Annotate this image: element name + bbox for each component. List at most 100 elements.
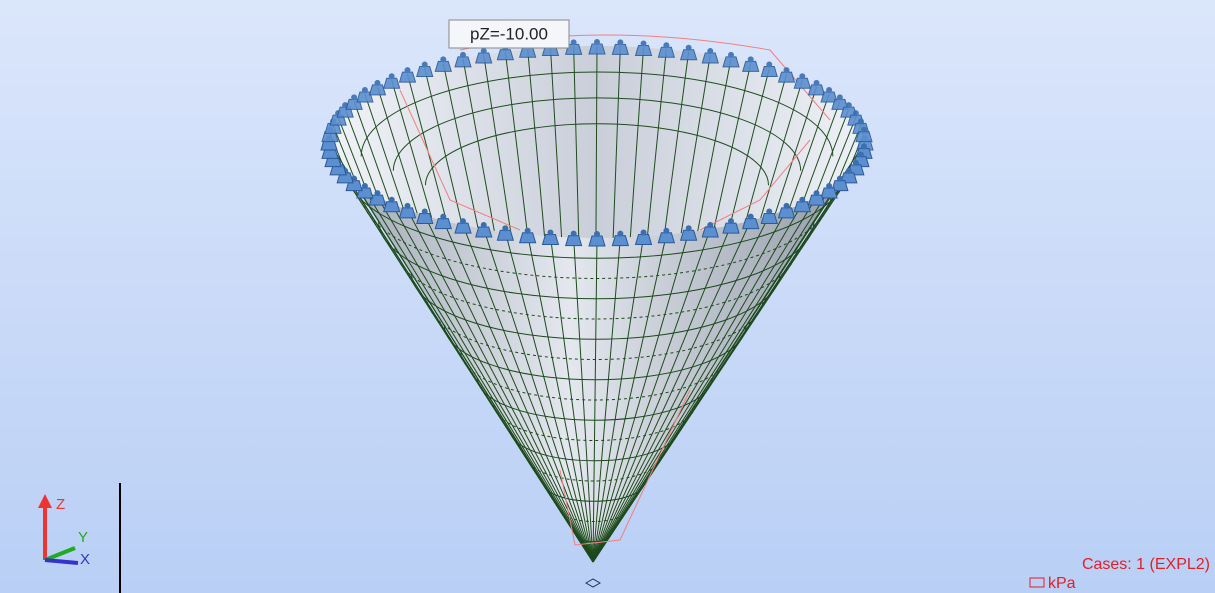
support-node: [686, 225, 692, 231]
support-node: [686, 45, 692, 51]
support-base: [542, 235, 558, 245]
support: [743, 56, 759, 71]
support-base: [779, 208, 795, 218]
support-node: [571, 39, 577, 45]
support: [455, 52, 471, 67]
support-base: [476, 53, 492, 63]
support-base: [417, 66, 433, 76]
support-base: [520, 233, 536, 243]
support: [702, 48, 718, 63]
support-node: [663, 42, 669, 48]
support-node: [846, 168, 852, 174]
support-base: [723, 223, 739, 233]
support-base: [794, 202, 810, 212]
support: [809, 80, 825, 95]
support-node: [814, 80, 820, 86]
support-base: [399, 72, 415, 82]
support-node: [861, 143, 867, 149]
support-base: [856, 132, 872, 142]
support-node: [481, 222, 487, 228]
support-base: [435, 61, 451, 71]
support-base: [743, 61, 759, 71]
support-node: [728, 52, 734, 58]
support-node: [641, 40, 647, 46]
support-base: [723, 57, 739, 67]
support: [399, 67, 415, 82]
support-base: [636, 45, 652, 55]
support-base: [384, 78, 400, 88]
support-base: [399, 208, 415, 218]
axis-triad: Z Y X: [38, 494, 90, 568]
support-node: [404, 67, 410, 73]
support-base: [658, 47, 674, 57]
support-node: [594, 231, 600, 237]
support-node: [389, 197, 395, 203]
support-base: [369, 85, 385, 95]
load-value: pZ=-10.00: [470, 24, 548, 43]
support: [794, 73, 810, 88]
support-node: [784, 203, 790, 209]
support: [369, 80, 385, 95]
support-node: [362, 183, 368, 189]
support-node: [389, 73, 395, 79]
support-base: [761, 214, 777, 224]
y-label: Y: [78, 529, 88, 546]
support-node: [784, 67, 790, 73]
support-base: [743, 219, 759, 229]
support-node: [663, 228, 669, 234]
support: [417, 61, 433, 76]
support: [636, 40, 652, 55]
support-base: [520, 47, 536, 57]
support-node: [826, 87, 832, 93]
cone-mesh: [321, 35, 873, 562]
x-label: X: [80, 551, 90, 568]
support-base: [821, 188, 837, 198]
support-node: [766, 209, 772, 215]
support-base: [589, 236, 605, 246]
z-label: Z: [56, 496, 65, 513]
support-base: [497, 230, 513, 240]
support: [384, 73, 400, 88]
support-node: [799, 73, 805, 79]
support-node: [728, 218, 734, 224]
support-node: [766, 61, 772, 67]
support-node: [617, 231, 623, 237]
model-view: pZ=-10.00 Z Y X Cases: 1 (EXPL2) kPa: [0, 0, 1215, 593]
support-node: [374, 80, 380, 86]
support-node: [799, 197, 805, 203]
support-base: [779, 72, 795, 82]
unit-label: kPa: [1048, 575, 1076, 592]
support: [723, 52, 739, 67]
support-base: [497, 50, 513, 60]
support-base: [681, 50, 697, 60]
support-node: [826, 183, 832, 189]
support-node: [861, 127, 867, 133]
support-base: [455, 223, 471, 233]
load-label: pZ=-10.00: [449, 20, 569, 48]
unit-icon: [1030, 578, 1044, 587]
support: [779, 67, 795, 82]
support-base: [794, 78, 810, 88]
support-base: [702, 227, 718, 237]
cases-label: Cases: 1 (EXPL2): [1082, 556, 1210, 573]
support-node: [853, 110, 859, 116]
support-node: [404, 203, 410, 209]
support-node: [748, 56, 754, 62]
support: [589, 39, 605, 54]
support-node: [707, 222, 713, 228]
support-node: [374, 190, 380, 196]
support: [658, 42, 674, 57]
support-base: [455, 57, 471, 67]
support-node: [502, 225, 508, 231]
support-node: [351, 94, 357, 100]
support-node: [707, 48, 713, 54]
support-node: [547, 230, 553, 236]
support: [681, 45, 697, 60]
support-base: [702, 53, 718, 63]
support: [612, 39, 628, 54]
support-node: [858, 152, 864, 158]
support-base: [658, 233, 674, 243]
support-base: [809, 85, 825, 95]
support-node: [837, 176, 843, 182]
support: [761, 61, 777, 76]
